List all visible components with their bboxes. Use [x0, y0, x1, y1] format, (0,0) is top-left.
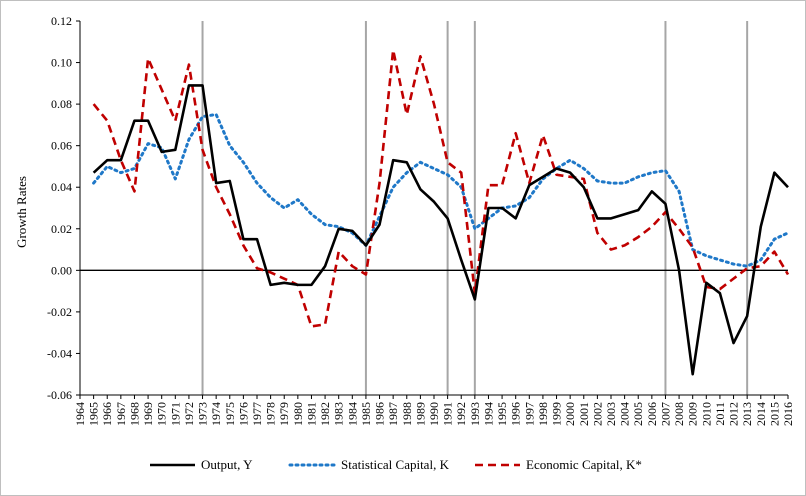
- x-tick-label: 1975: [223, 402, 237, 426]
- x-tick-label: 2003: [604, 402, 618, 426]
- y-tick-label: 0.12: [51, 14, 72, 28]
- x-tick-label: 2008: [672, 402, 686, 426]
- x-tick-label: 1965: [87, 402, 101, 426]
- y-tick-label: 0.10: [51, 56, 72, 70]
- legend-label-0: Output, Y: [201, 457, 253, 472]
- x-tick-label: 2014: [754, 402, 768, 426]
- x-tick-label: 1991: [441, 402, 455, 426]
- series-line-1: [92, 113, 790, 268]
- y-tick-labels: -0.06 -0.04 -0.02 0.00 0.02 0.04 0.06 0.08 0.10 0…: [47, 14, 72, 402]
- x-tick-label: 1989: [413, 402, 427, 426]
- x-tick-label: 2004: [618, 402, 632, 426]
- x-tick-label: 1976: [236, 402, 250, 426]
- legend: Output, Y Statistical Capital, K Economic …: [150, 457, 642, 472]
- x-tick-label: 1988: [400, 402, 414, 426]
- x-tick-label: 1977: [250, 402, 264, 426]
- x-tick-label: 1980: [291, 402, 305, 426]
- y-tick-label: 0.06: [51, 139, 72, 153]
- x-tick-label: 1981: [304, 402, 318, 426]
- y-axis-title: Growth Rates: [14, 176, 29, 248]
- x-tick-label: 1987: [386, 402, 400, 426]
- x-tick-label: 2016: [781, 402, 795, 426]
- y-tick-label: 0.00: [51, 263, 72, 277]
- x-tick-label: 2013: [740, 402, 754, 426]
- x-tick-label: 2009: [686, 402, 700, 426]
- y-tick-label: -0.04: [47, 346, 72, 360]
- x-tick-label: 1972: [182, 402, 196, 426]
- x-tick-label: 1966: [100, 402, 114, 426]
- x-tick-label: 2000: [563, 402, 577, 426]
- x-tick-label: 2002: [590, 402, 604, 426]
- y-tick-label: 0.04: [51, 180, 72, 194]
- x-tick-label: 1986: [373, 402, 387, 426]
- x-tick-label: 1992: [454, 402, 468, 426]
- axes: [76, 20, 789, 399]
- x-tick-label: 1979: [277, 402, 291, 426]
- x-tick-label: 2010: [699, 402, 713, 426]
- x-tick-label: 1999: [550, 402, 564, 426]
- y-tick-label: 0.02: [51, 222, 72, 236]
- x-tick-label: 1997: [522, 402, 536, 426]
- x-tick-label: 1973: [196, 402, 210, 426]
- x-tick-label: 2001: [577, 402, 591, 426]
- x-tick-label: 1984: [345, 402, 359, 426]
- x-tick-label: 2015: [767, 402, 781, 426]
- x-tick-labels: 1964 1965 1966 1967 1968 1969 1970 1971 1972 1973…: [73, 402, 795, 426]
- x-tick-label: 1990: [427, 402, 441, 426]
- x-tick-label: 1969: [141, 402, 155, 426]
- x-tick-label: 2007: [658, 402, 672, 426]
- x-tick-label: 1998: [536, 402, 550, 426]
- x-tick-label: 2006: [645, 402, 659, 426]
- x-tick-label: 1996: [509, 402, 523, 426]
- series-line-2: [92, 48, 790, 328]
- x-tick-label: 1978: [264, 402, 278, 426]
- x-tick-label: 1995: [495, 402, 509, 426]
- x-tick-label: 1970: [155, 402, 169, 426]
- x-tick-label: 1994: [481, 402, 495, 426]
- y-tick-label: -0.02: [47, 305, 72, 319]
- y-tick-label: 0.08: [51, 97, 72, 111]
- x-tick-label: 1968: [127, 402, 141, 426]
- legend-label-1: Statistical Capital, K: [341, 457, 450, 472]
- x-tick-label: 1974: [209, 402, 223, 426]
- x-tick-label: 1985: [359, 402, 373, 426]
- x-tick-label: 2012: [727, 402, 741, 426]
- series-line-0: [92, 84, 789, 376]
- x-tick-label: 1982: [318, 402, 332, 426]
- legend-label-2: Economic Capital, K*: [526, 457, 642, 472]
- x-tick-label: 1964: [73, 402, 87, 426]
- y-tick-label: -0.06: [47, 388, 72, 402]
- x-tick-label: 2011: [713, 402, 727, 426]
- x-tick-label: 1983: [332, 402, 346, 426]
- x-tick-label: 1967: [114, 402, 128, 426]
- series-lines: [92, 48, 790, 376]
- x-tick-label: 2005: [631, 402, 645, 426]
- x-tick-label: 1993: [468, 402, 482, 426]
- x-tick-label: 1971: [168, 402, 182, 426]
